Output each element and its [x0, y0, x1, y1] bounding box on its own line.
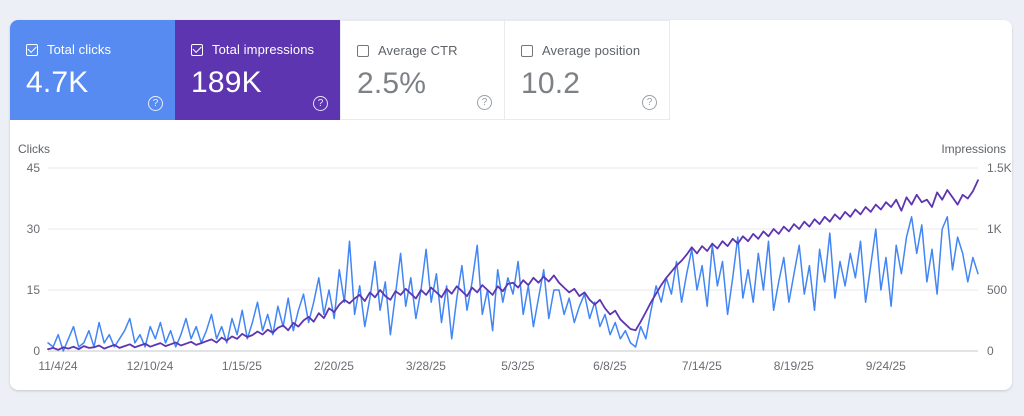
average-ctr-value: 2.5%	[357, 67, 427, 100]
total-clicks-line	[47, 216, 979, 352]
card-total-clicks[interactable]: Total clicks 4.7K ?	[10, 20, 175, 120]
total-clicks-value: 4.7K	[26, 66, 89, 99]
x-tick-label: 6/8/25	[593, 359, 627, 373]
total-impressions-value: 189K	[191, 66, 262, 99]
left-tick-label: 45	[27, 161, 41, 175]
card-header: Average CTR	[357, 43, 490, 58]
total-clicks-checkbox[interactable]	[26, 43, 38, 56]
card-average-position[interactable]: Average position 10.2 ?	[505, 20, 670, 120]
performance-chart[interactable]: Clicks Impressions 0 0 15 500 30 1K 45 1.5K 11/4…	[10, 120, 1012, 390]
x-tick-label: 2/20/25	[314, 359, 354, 373]
help-icon[interactable]: ?	[313, 96, 328, 111]
help-icon[interactable]: ?	[477, 95, 492, 110]
average-position-checkbox[interactable]	[521, 44, 533, 57]
card-header: Total clicks	[26, 42, 161, 57]
average-ctr-checkbox[interactable]	[357, 44, 369, 57]
metric-cards-row: Total clicks 4.7K ? Total impressions 18…	[10, 20, 1012, 120]
card-label: Total impressions	[212, 42, 315, 57]
x-tick-label: 8/19/25	[774, 359, 814, 373]
help-icon[interactable]: ?	[642, 95, 657, 110]
card-total-impressions[interactable]: Total impressions 189K ?	[175, 20, 340, 120]
card-average-ctr[interactable]: Average CTR 2.5% ?	[340, 20, 505, 120]
left-tick-label: 15	[27, 283, 41, 297]
right-tick-label: 1.5K	[987, 161, 1012, 175]
x-tick-label: 12/10/24	[127, 359, 174, 373]
card-label: Total clicks	[47, 42, 112, 57]
total-impressions-checkbox[interactable]	[191, 43, 203, 56]
left-tick-label: 0	[33, 344, 40, 358]
x-tick-label: 5/3/25	[501, 359, 535, 373]
total-impressions-line	[47, 179, 979, 351]
x-tick-label: 1/15/25	[222, 359, 262, 373]
right-tick-label: 0	[987, 344, 994, 358]
card-label: Average CTR	[378, 43, 458, 58]
left-axis-title: Clicks	[18, 142, 50, 156]
help-icon[interactable]: ?	[148, 96, 163, 111]
x-tick-label: 11/4/24	[38, 359, 77, 373]
x-tick-label: 9/24/25	[866, 359, 906, 373]
right-tick-label: 500	[987, 283, 1007, 297]
card-label: Average position	[542, 43, 641, 58]
chart-canvas[interactable]: 0 0 15 500 30 1K 45 1.5K 11/4/24 12/10/24 1/15/25 2…	[10, 120, 1012, 390]
right-tick-label: 1K	[987, 222, 1002, 236]
left-tick-label: 30	[27, 222, 41, 236]
x-tick-label: 3/28/25	[406, 359, 446, 373]
card-header: Total impressions	[191, 42, 326, 57]
x-tick-label: 7/14/25	[682, 359, 722, 373]
card-header: Average position	[521, 43, 655, 58]
right-axis-title: Impressions	[941, 142, 1006, 156]
average-position-value: 10.2	[521, 67, 581, 100]
performance-panel: Total clicks 4.7K ? Total impressions 18…	[10, 20, 1012, 390]
